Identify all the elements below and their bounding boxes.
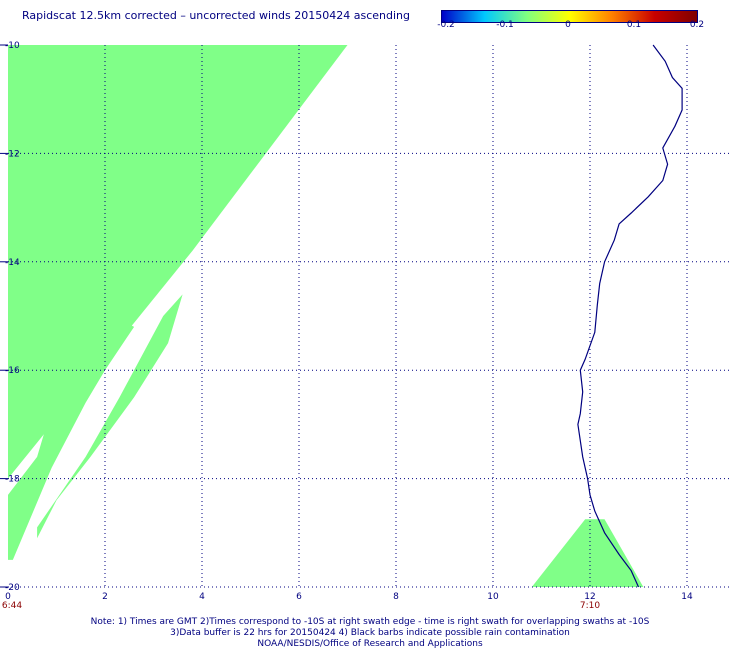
x-tick-label: 6 bbox=[296, 592, 302, 602]
x-tick-label: 2 bbox=[102, 592, 108, 602]
axis-ticks bbox=[0, 44, 8, 588]
x-tick-label: 4 bbox=[199, 592, 205, 602]
map-title: Rapidscat 12.5km corrected – uncorrected… bbox=[22, 9, 411, 22]
axis-labels: -10 -12 -14 -16 -18 -200 2 4 6 8 10 12 14 6:44 7:10 bbox=[2, 41, 693, 611]
grid-lines bbox=[8, 45, 732, 588]
x-tick-label: 14 bbox=[681, 592, 693, 602]
swath-time-label: 7:10 bbox=[580, 601, 600, 611]
fill-region-2 bbox=[37, 294, 183, 539]
colorbar-label-max: 0.2 bbox=[689, 20, 705, 30]
fill-region-3 bbox=[531, 519, 644, 587]
note-line-2: 3)Data buffer is 22 hrs for 20150424 4) … bbox=[170, 628, 570, 638]
y-tick-label: -18 bbox=[5, 475, 20, 485]
colorbar-label-min: -0.2 bbox=[437, 20, 455, 30]
x-tick-label: 12 bbox=[584, 592, 595, 602]
y-tick-label: -10 bbox=[5, 41, 20, 51]
coastline bbox=[577, 44, 683, 588]
colorbar bbox=[441, 10, 698, 23]
y-tick-label: -20 bbox=[5, 583, 20, 593]
colorbar-label-pos: 0.1 bbox=[626, 20, 642, 30]
note-line-3: NOAA/NESDIS/Office of Research and Appli… bbox=[257, 639, 483, 649]
swath-time-label: 6:44 bbox=[2, 601, 22, 611]
colorbar-label-zero: 0 bbox=[565, 20, 571, 30]
y-tick-label: -12 bbox=[5, 149, 20, 159]
wind-difference-fill bbox=[8, 45, 644, 587]
note-line-1: Note: 1) Times are GMT 2)Times correspon… bbox=[90, 617, 650, 627]
x-tick-label: 10 bbox=[487, 592, 499, 602]
y-tick-label: -16 bbox=[5, 366, 20, 376]
x-tick-label: 8 bbox=[393, 592, 399, 602]
x-tick-label: 0 bbox=[5, 592, 11, 602]
fill-region-1 bbox=[8, 316, 135, 560]
y-tick-label: -14 bbox=[5, 258, 20, 268]
colorbar-label-neg: -0.1 bbox=[496, 20, 514, 30]
